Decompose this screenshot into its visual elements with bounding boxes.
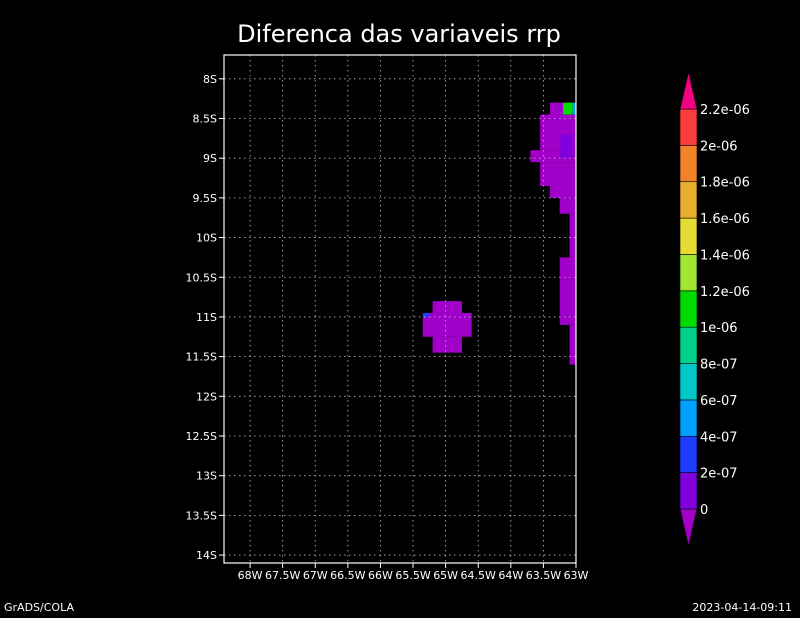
x-axis: 68W 67.5W 67W 66.5W 66W 65.5W 65W 64.5W 64W 63.5W… [238, 563, 589, 582]
colorbar-band-2 [679, 435, 698, 473]
y-tick-label-3: 9.5S [193, 192, 217, 205]
data-cells [422, 102, 576, 365]
data-cell-15 [559, 134, 573, 159]
data-cell-1 [540, 114, 576, 127]
data-cell-5 [549, 185, 576, 198]
data-cell-6 [559, 197, 576, 214]
colorbar-band-1 [679, 472, 698, 510]
footer-timestamp: 2023-04-14-09:11 [692, 601, 792, 614]
data-cell-9 [569, 324, 576, 365]
plot-frame [223, 54, 577, 564]
x-tick-label-6: 65W [433, 569, 458, 582]
colorbar-label-3: 6e-07 [700, 394, 738, 409]
y-tick-label-7: 11.5S [186, 351, 217, 364]
data-cell-3 [530, 150, 576, 163]
x-tick-label-5: 65.5W [395, 569, 430, 582]
colorbar-label-9: 1.8e-06 [700, 176, 750, 191]
y-tick-label-5: 10.5S [186, 271, 217, 284]
colorbar-label-11: 2.2e-06 [700, 103, 750, 118]
colorbar-label-6: 1.2e-06 [700, 285, 750, 300]
data-cell-7 [569, 213, 576, 258]
colorbar-band-3 [679, 399, 698, 437]
data-cell-10 [432, 301, 462, 313]
x-tick-label-7: 64.5W [461, 569, 496, 582]
colorbar-label-4: 8e-07 [700, 358, 738, 373]
colorbar-label-0: 0 [700, 503, 708, 518]
y-tick-label-1: 8.5S [193, 113, 217, 126]
data-cell-4 [540, 162, 576, 186]
colorbar-label-10: 2e-06 [700, 139, 738, 154]
y-tick-label-11: 13.5S [186, 509, 217, 522]
data-cell-16 [422, 312, 430, 317]
x-tick-label-4: 66W [368, 569, 393, 582]
colorbar-label-7: 1.4e-06 [700, 248, 750, 263]
colorbar-band-8 [679, 217, 698, 255]
colorbar-label-2: 4e-07 [700, 430, 738, 445]
colorbar-triangle-top [679, 71, 698, 110]
colorbar-label-8: 1.6e-06 [700, 212, 750, 227]
colorbar-triangle-bottom [679, 508, 698, 547]
y-tick-label-12: 14S [196, 549, 217, 562]
colorbar-band-6 [679, 290, 698, 328]
y-tick-label-9: 12.5S [186, 430, 217, 443]
x-tick-label-2: 67W [303, 569, 328, 582]
data-cell-12 [432, 336, 462, 353]
colorbar-band-9 [679, 181, 698, 219]
colorbar-band-10 [679, 145, 698, 183]
colorbar-band-11 [679, 108, 698, 146]
x-tick-label-3: 66.5W [330, 569, 365, 582]
data-cell-8 [559, 257, 576, 325]
y-tick-label-0: 8S [203, 73, 217, 86]
colorbar: 0 2e-07 4e-07 6e-07 8e-07 1e-06 1.2e-06 1.4e-06… [679, 71, 750, 547]
colorbar-band-5 [679, 326, 698, 364]
y-tick-label-6: 11S [196, 311, 217, 324]
x-tick-label-8: 64W [498, 569, 523, 582]
colorbar-label-5: 1e-06 [700, 321, 738, 336]
chart-title: Diferenca das variaveis rrp [237, 20, 561, 48]
data-cell-0 [549, 102, 567, 115]
y-axis: 8S 8.5S 9S 9.5S 10S 10.5S 11S 11.5S 12S 12.5S 13S 1… [186, 73, 224, 562]
data-cell-11 [422, 312, 472, 337]
colorbar-band-4 [679, 363, 698, 401]
x-tick-label-1: 67.5W [265, 569, 300, 582]
x-tick-label-9: 63.5W [526, 569, 561, 582]
colorbar-band-7 [679, 254, 698, 292]
y-tick-label-4: 10S [196, 232, 217, 245]
colorbar-label-1: 2e-07 [700, 467, 738, 482]
y-tick-label-2: 9S [203, 152, 217, 165]
data-cell-13 [562, 102, 573, 115]
y-tick-label-8: 12S [196, 390, 217, 403]
footer-credit: GrADS/COLA [4, 601, 74, 614]
x-tick-label-10: 63W [564, 569, 589, 582]
grid-lines [224, 55, 577, 563]
data-cell-14 [572, 102, 576, 115]
x-tick-label-0: 68W [238, 569, 263, 582]
y-tick-label-10: 13S [196, 470, 217, 483]
